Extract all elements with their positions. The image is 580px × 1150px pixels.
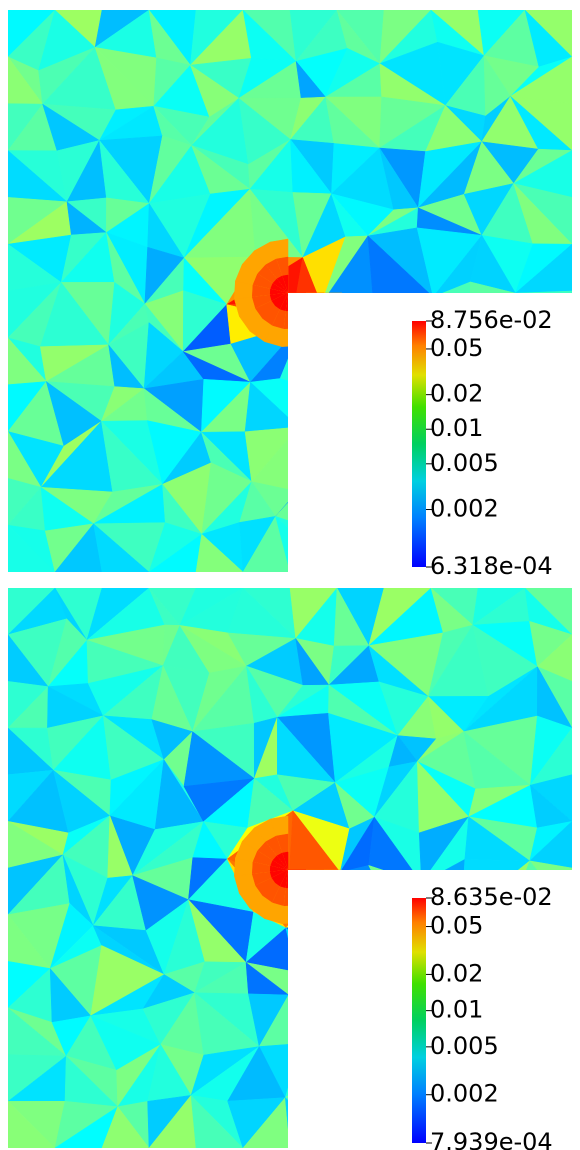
mesh-cell (101, 1106, 150, 1148)
colorbar-label: 8.635e-02 (430, 883, 553, 911)
colorbar-label: 0.002 (430, 1080, 499, 1108)
colorbar-label: 6.318e-04 (430, 552, 553, 580)
colorbar-label: 0.005 (430, 449, 499, 477)
cutout (288, 293, 572, 572)
mesh-cell (93, 523, 150, 572)
colorbar-label: 0.02 (430, 380, 483, 408)
colorbar-label: 0.005 (430, 1032, 499, 1060)
colorbar-label: 0.01 (430, 414, 483, 442)
mesh-cell (190, 1094, 244, 1148)
colorbar-label: 0.05 (430, 912, 483, 940)
colorbar (412, 321, 426, 567)
colorbar-label: 0.01 (430, 996, 483, 1024)
mesh-cell (8, 524, 56, 572)
colorbar-label: 0.02 (430, 959, 483, 987)
cutout (288, 870, 572, 1148)
mesh-cell (8, 1100, 56, 1148)
mesh (8, 10, 572, 572)
colorbar-label: 0.05 (430, 334, 483, 362)
mesh-cell (195, 533, 244, 572)
colorbar-label: 8.756e-02 (430, 306, 553, 334)
colorbar (412, 898, 426, 1143)
colorbar-label: 7.939e-04 (430, 1128, 553, 1150)
colorbar-label: 0.002 (430, 495, 499, 523)
